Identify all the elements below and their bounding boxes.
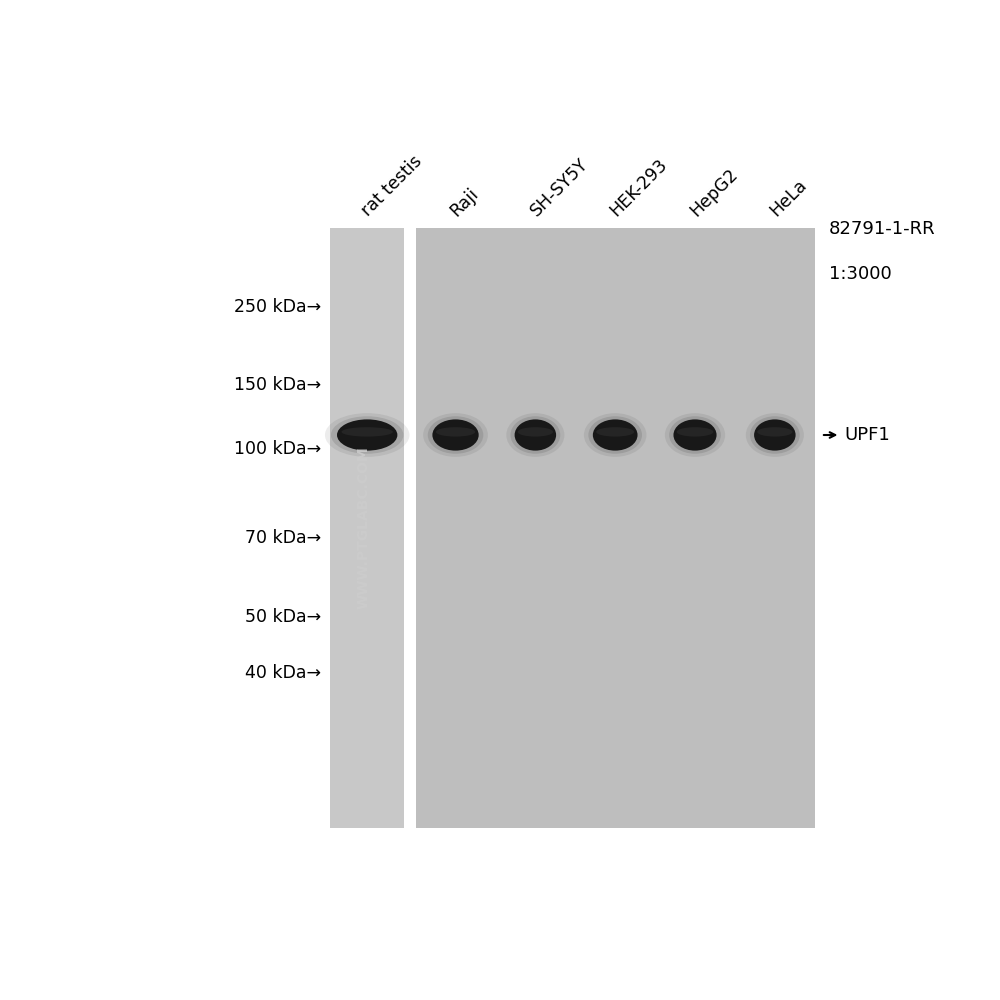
Ellipse shape [669,416,721,454]
Ellipse shape [510,416,560,454]
Text: Raji: Raji [447,185,482,220]
Ellipse shape [584,413,646,457]
Text: WWW.PTGLABC.COM: WWW.PTGLABC.COM [357,447,371,609]
Ellipse shape [677,427,713,437]
Ellipse shape [518,427,553,437]
Text: 82791-1-RR: 82791-1-RR [829,220,935,238]
Text: 100 kDa→: 100 kDa→ [234,440,321,458]
Ellipse shape [436,427,475,437]
Ellipse shape [750,416,800,454]
Text: HeLa: HeLa [766,176,810,220]
Ellipse shape [593,419,638,451]
Ellipse shape [506,413,564,457]
Text: 250 kDa→: 250 kDa→ [234,298,321,316]
Text: rat testis: rat testis [358,152,426,220]
Ellipse shape [337,419,397,451]
Text: 150 kDa→: 150 kDa→ [234,376,321,394]
Ellipse shape [515,419,556,451]
Ellipse shape [331,416,403,454]
Text: HepG2: HepG2 [686,165,741,220]
Text: SH-SY5Y: SH-SY5Y [527,155,591,220]
Bar [330,228,404,828]
Ellipse shape [746,413,804,457]
Ellipse shape [754,419,796,451]
Ellipse shape [423,413,488,457]
Text: HEK-293: HEK-293 [606,156,671,220]
Ellipse shape [757,427,792,437]
Ellipse shape [342,427,393,437]
Bar [416,228,815,828]
Ellipse shape [588,416,642,454]
Ellipse shape [325,413,409,457]
Text: 50 kDa→: 50 kDa→ [245,608,321,626]
Ellipse shape [673,419,717,451]
Text: UPF1: UPF1 [844,426,890,444]
Text: 70 kDa→: 70 kDa→ [245,529,321,547]
Text: 40 kDa→: 40 kDa→ [245,664,321,682]
Ellipse shape [428,416,483,454]
Ellipse shape [665,413,725,457]
Ellipse shape [596,427,634,437]
Text: 1:3000: 1:3000 [829,265,891,283]
Ellipse shape [432,419,479,451]
